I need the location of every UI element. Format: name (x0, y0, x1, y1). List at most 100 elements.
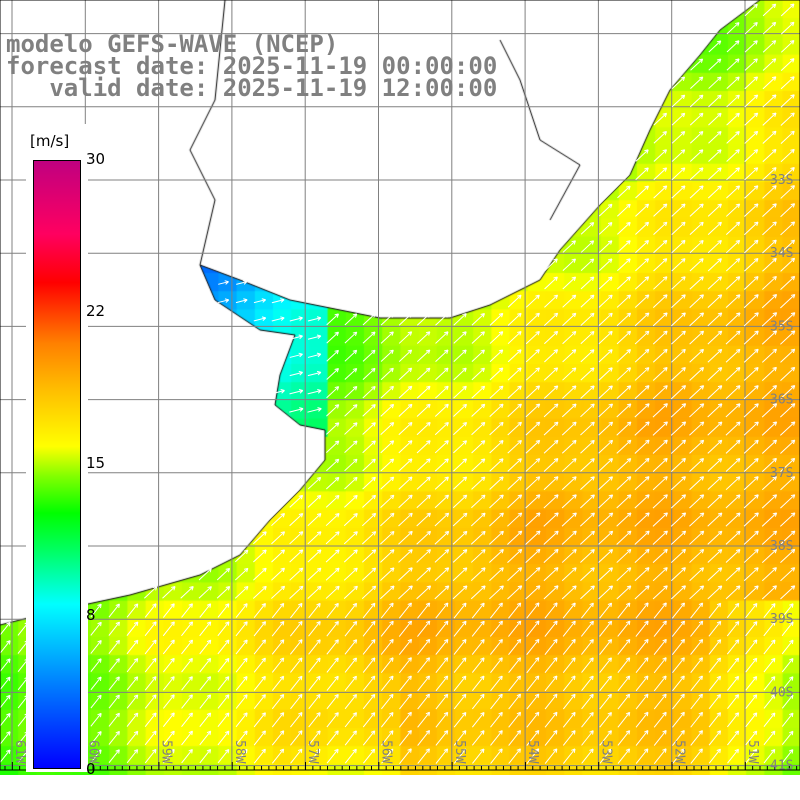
wind-arrow (689, 112, 704, 126)
wind-arrow (726, 112, 740, 126)
wind-arrow (580, 458, 595, 472)
wind-arrow (780, 548, 796, 564)
wind-arrow (580, 494, 595, 509)
wind-arrow (617, 675, 631, 692)
wind-arrow (670, 439, 687, 454)
wind-arrow (453, 313, 467, 326)
wind-arrow (780, 257, 796, 272)
wind-arrow (144, 712, 157, 727)
wind-arrow (670, 421, 687, 436)
wind-arrow (580, 294, 595, 308)
wind-arrow (218, 280, 229, 285)
wind-arrow (398, 620, 413, 637)
wind-arrow (635, 748, 649, 764)
wind-arrow (471, 440, 486, 454)
wind-arrow (526, 748, 540, 764)
wind-arrow (580, 403, 595, 418)
wind-arrow (362, 620, 376, 637)
wind-arrow (361, 531, 377, 545)
wind-arrow (690, 58, 704, 71)
wind-arrow (707, 403, 723, 418)
wind-arrow (380, 385, 394, 399)
wind-arrow (181, 639, 194, 655)
wind-arrow (726, 602, 740, 619)
wind-arrow (326, 693, 339, 710)
wind-arrow (580, 549, 595, 563)
wind-arrow (271, 675, 285, 691)
wind-arrow (416, 313, 431, 326)
wind-arrow (289, 494, 304, 508)
wind-arrow (581, 693, 594, 710)
wind-arrow (525, 476, 541, 491)
wind-arrow (689, 512, 705, 527)
wind-arrow (271, 513, 286, 527)
wind-arrow (725, 258, 741, 272)
wind-arrow (253, 621, 267, 637)
wind-arrow (507, 294, 522, 308)
lon-label: 61W (12, 740, 27, 764)
wind-arrow (708, 712, 722, 728)
wind-arrow (598, 240, 613, 253)
wind-arrow (598, 549, 614, 563)
wind-arrow (561, 567, 577, 582)
wind-arrow (598, 222, 613, 235)
wind-arrow (707, 421, 723, 436)
wind-arrow (616, 385, 632, 400)
wind-arrow (362, 404, 376, 417)
wind-arrow (745, 712, 758, 728)
wind-arrow (744, 112, 759, 126)
wind-arrow (580, 240, 595, 253)
wind-arrow (580, 476, 595, 491)
wind-arrow (325, 585, 340, 599)
wind-arrow (763, 748, 776, 764)
wind-arrow (253, 694, 266, 709)
wind-arrow (616, 494, 632, 509)
wind-arrow (561, 530, 577, 545)
wind-arrow (599, 693, 612, 710)
wind-arrow (652, 439, 668, 454)
wind-arrow (199, 639, 212, 655)
wind-arrow (616, 567, 632, 582)
wind-arrow (689, 585, 705, 600)
wind-arrow (616, 349, 632, 363)
wind-arrow (652, 403, 668, 418)
wind-arrow (435, 385, 449, 399)
wind-arrow (235, 712, 248, 728)
wind-arrow (398, 403, 413, 417)
wind-arrow (763, 603, 776, 618)
wind-arrow (471, 367, 485, 381)
wind-arrow (653, 693, 667, 710)
wind-arrow (744, 94, 759, 108)
wind-arrow (471, 385, 486, 399)
wind-arrow (763, 621, 776, 637)
wind-arrow (653, 149, 667, 162)
wind-arrow (181, 621, 194, 637)
wind-arrow (671, 602, 686, 619)
wind-arrow (490, 657, 503, 673)
wind-arrow (253, 549, 267, 563)
wind-arrow (434, 530, 450, 545)
wind-arrow (671, 348, 686, 363)
title-model: modelo GEFS-WAVE (NCEP) (6, 30, 339, 58)
wind-arrow (707, 512, 723, 527)
wind-arrow (289, 407, 304, 413)
wind-arrow (180, 586, 194, 599)
wind-arrow (344, 386, 358, 399)
wind-arrow (343, 567, 358, 581)
wind-arrow (544, 258, 558, 272)
wind-arrow (617, 657, 631, 673)
wind-arrow (743, 366, 759, 381)
wind-arrow (744, 221, 759, 236)
wind-arrow (617, 203, 631, 217)
wind-arrow (344, 313, 358, 326)
wind-arrow (707, 239, 722, 254)
wind-arrow (308, 693, 321, 710)
wind-arrow (489, 476, 504, 490)
wind-arrow (745, 602, 758, 619)
wind-arrow (598, 258, 613, 272)
wind-arrow (761, 421, 778, 436)
wind-arrow (325, 549, 340, 563)
wind-arrow (599, 639, 613, 655)
wind-arrow (271, 549, 285, 563)
wind-arrow (398, 657, 412, 674)
